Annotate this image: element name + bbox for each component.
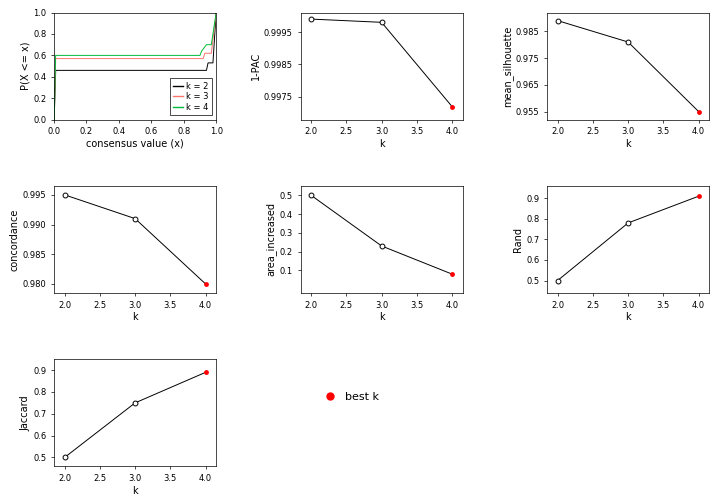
X-axis label: k: k — [379, 139, 384, 149]
X-axis label: consensus value (x): consensus value (x) — [86, 139, 184, 149]
Legend: k = 2, k = 3, k = 4: k = 2, k = 3, k = 4 — [169, 79, 212, 115]
Y-axis label: area_increased: area_increased — [266, 203, 277, 276]
X-axis label: k: k — [132, 486, 138, 495]
Y-axis label: Jaccard: Jaccard — [20, 395, 30, 430]
Y-axis label: concordance: concordance — [10, 208, 20, 271]
Y-axis label: P(X <= x): P(X <= x) — [20, 42, 30, 90]
Y-axis label: Rand: Rand — [513, 227, 523, 252]
X-axis label: k: k — [625, 139, 631, 149]
Y-axis label: mean_silhouette: mean_silhouette — [502, 25, 513, 107]
X-axis label: k: k — [132, 312, 138, 322]
Legend: best k: best k — [314, 387, 384, 406]
X-axis label: k: k — [379, 312, 384, 322]
X-axis label: k: k — [625, 312, 631, 322]
Y-axis label: 1-PAC: 1-PAC — [251, 52, 261, 80]
